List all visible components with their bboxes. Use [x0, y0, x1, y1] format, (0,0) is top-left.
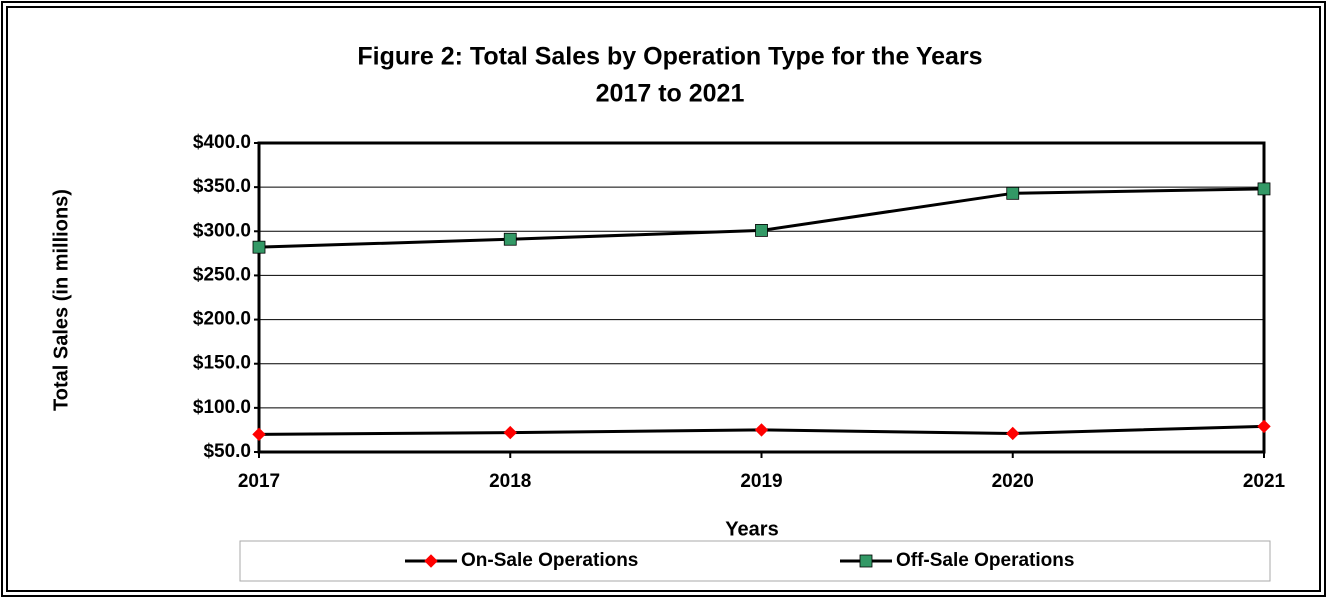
y-tick-label: $400.0 — [193, 132, 251, 153]
y-tick-label: $250.0 — [193, 264, 251, 285]
y-tick-label: $50.0 — [203, 441, 251, 462]
legend-marker — [859, 554, 873, 568]
y-tick-label: $350.0 — [193, 176, 251, 197]
data-point — [252, 240, 266, 254]
chart-subtitle: 2017 to 2021 — [596, 80, 745, 108]
data-point — [252, 427, 266, 442]
x-axis-title: Years — [725, 518, 778, 540]
x-tick-label: 2018 — [489, 471, 531, 492]
y-tick-label: $200.0 — [193, 309, 251, 330]
inner-frame — [6, 6, 1321, 592]
y-tick-label: $150.0 — [193, 353, 251, 374]
data-point — [503, 425, 517, 440]
legend-box — [239, 540, 1271, 582]
legend-label: On-Sale Operations — [461, 550, 638, 571]
data-point — [1006, 186, 1020, 200]
x-tick-label: 2017 — [238, 471, 280, 492]
x-tick-label: 2019 — [740, 471, 782, 492]
y-axis-title: Total Sales (in millions) — [50, 189, 72, 411]
data-point — [754, 423, 769, 437]
legend-marker — [424, 554, 438, 568]
data-point — [503, 232, 517, 246]
chart-title: Figure 2: Total Sales by Operation Type … — [357, 43, 982, 71]
x-tick-label: 2020 — [992, 471, 1034, 492]
data-point — [1006, 426, 1020, 441]
x-tick-label: 2021 — [1243, 471, 1286, 492]
data-point — [755, 224, 768, 237]
y-tick-label: $300.0 — [193, 220, 251, 241]
legend-label: Off-Sale Operations — [896, 550, 1074, 571]
data-point — [1257, 419, 1271, 434]
data-point — [1257, 182, 1271, 196]
y-tick-label: $100.0 — [193, 397, 251, 418]
